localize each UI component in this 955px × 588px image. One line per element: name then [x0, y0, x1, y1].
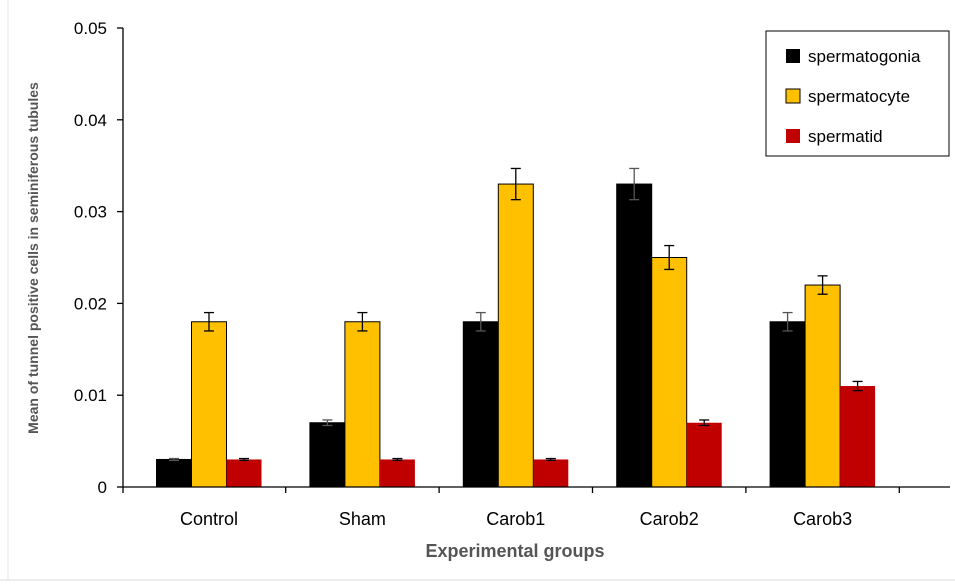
bar-spermatogonia-carob2: [616, 183, 653, 488]
x-tick-label-sham: Sham: [339, 509, 386, 529]
y-tick-label: 0.03: [74, 203, 107, 222]
axes: 0 0.01 0.02 0.03 0.04 0.05 Control Sham Carob1 Ca…: [74, 19, 950, 529]
legend-label-spermatocyte: spermatocyte: [808, 87, 910, 106]
y-tick-label: 0.04: [74, 111, 107, 130]
x-tick-label-carob3: Carob3: [793, 509, 852, 529]
bar-spermatocyte-sham: [344, 321, 381, 488]
bar-spermatocyte-carob2: [651, 257, 688, 488]
legend-swatch-spermatocyte: [785, 88, 801, 104]
legend-swatch-spermatogonia: [786, 49, 800, 63]
y-tick-label: 0.05: [74, 19, 107, 38]
bar-spermatogonia-carob3: [769, 321, 806, 488]
bar-spermatid-carob3: [840, 386, 876, 487]
y-tick-label: 0.02: [74, 294, 107, 313]
bars: [156, 167, 876, 488]
legend: spermatogonia spermatocyte spermatid: [765, 30, 950, 157]
y-tick-label: 0: [98, 478, 107, 497]
bar-spermatocyte-carob1: [497, 183, 534, 488]
y-axis-title: Mean of tunnel positive cells in seminif…: [25, 82, 41, 434]
y-tick-label: 0.01: [74, 386, 107, 405]
legend-swatch-spermatid: [786, 129, 800, 143]
bar-spermatid-control: [226, 459, 262, 487]
bar-spermatogonia-sham: [309, 422, 346, 488]
bar-spermatocyte-carob3: [804, 284, 841, 488]
bar-spermatogonia-control: [156, 458, 192, 488]
legend-label-spermatid: spermatid: [808, 127, 883, 146]
x-tick-label-carob1: Carob1: [486, 509, 545, 529]
bar-spermatogonia-carob1: [462, 321, 499, 488]
bar-spermatocyte-control: [191, 321, 227, 488]
bar-spermatid-sham: [379, 459, 415, 487]
x-tick-label-carob2: Carob2: [640, 509, 699, 529]
bar-spermatid-carob2: [686, 422, 722, 487]
x-tick-label-control: Control: [180, 509, 238, 529]
legend-label-spermatogonia: spermatogonia: [808, 47, 921, 66]
x-axis-title: Experimental groups: [425, 541, 604, 561]
bar-spermatid-carob1: [533, 459, 569, 487]
